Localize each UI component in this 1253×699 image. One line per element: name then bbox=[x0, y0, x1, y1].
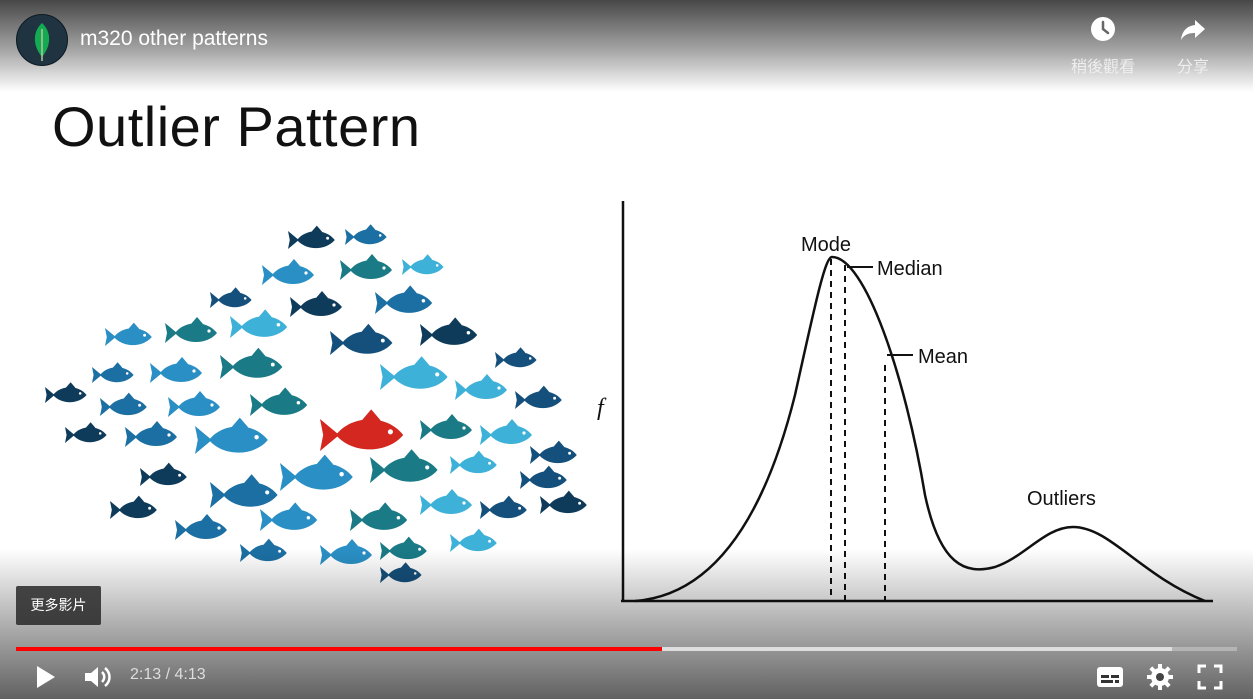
fish-icon bbox=[380, 356, 448, 390]
fish-icon bbox=[420, 414, 472, 440]
time-separator: / bbox=[165, 666, 171, 683]
fish-icon bbox=[288, 225, 335, 249]
more-videos-button[interactable]: 更多影片 bbox=[16, 586, 101, 625]
play-icon bbox=[37, 666, 55, 688]
fish-icon bbox=[520, 465, 567, 489]
share-label: 分享 bbox=[1176, 59, 1209, 76]
fish-icon bbox=[125, 421, 177, 447]
fish-icon bbox=[375, 285, 433, 314]
duration: 4:13 bbox=[174, 666, 206, 683]
fish-icon bbox=[105, 322, 152, 346]
progress-bar[interactable] bbox=[16, 647, 1237, 651]
fullscreen-button[interactable] bbox=[1195, 662, 1225, 697]
fish-icon bbox=[420, 489, 472, 515]
volume-icon bbox=[85, 667, 111, 687]
outlier-fish-icon bbox=[320, 409, 404, 451]
fish-icon bbox=[219, 347, 283, 379]
y-axis-label: f bbox=[597, 395, 607, 421]
fish-icon bbox=[168, 391, 220, 417]
mean-label: Mean bbox=[918, 346, 968, 368]
fish-icon bbox=[175, 514, 227, 540]
time-display: 2:13 / 4:13 bbox=[130, 666, 206, 684]
share-arrow-icon bbox=[1181, 20, 1205, 40]
video-title[interactable]: m320 other patterns bbox=[80, 27, 268, 50]
clock-icon bbox=[1091, 17, 1115, 41]
mode-label: Mode bbox=[801, 234, 851, 256]
fish-icon bbox=[330, 323, 393, 355]
fish-icon bbox=[195, 417, 268, 454]
fish-icon bbox=[455, 374, 507, 400]
fish-icon bbox=[402, 254, 444, 275]
fish-icon bbox=[230, 309, 288, 338]
slide-title: Outlier Pattern bbox=[52, 95, 421, 158]
fish-icon bbox=[140, 462, 187, 486]
fish-icon bbox=[340, 254, 392, 280]
gear-icon bbox=[1147, 664, 1173, 690]
captions-icon bbox=[1097, 667, 1123, 687]
fish-icon bbox=[290, 291, 342, 317]
current-time: 2:13 bbox=[130, 666, 162, 683]
top-overlay bbox=[0, 0, 1253, 92]
watch-later-button[interactable]: 稍後觀看 bbox=[1063, 14, 1143, 77]
fish-icon bbox=[450, 450, 497, 474]
fish-icon bbox=[480, 495, 527, 519]
fish-icon bbox=[280, 454, 353, 491]
outliers-label: Outliers bbox=[1027, 488, 1096, 510]
fish-icon bbox=[210, 474, 278, 508]
fish-icon bbox=[100, 392, 147, 416]
fish-icon bbox=[495, 347, 537, 368]
fish-icon bbox=[250, 387, 308, 416]
fish-icon bbox=[92, 362, 134, 383]
share-button[interactable]: 分享 bbox=[1153, 14, 1233, 77]
fish-icon bbox=[450, 528, 497, 552]
volume-button[interactable] bbox=[82, 662, 114, 697]
fullscreen-icon bbox=[1197, 664, 1223, 690]
fish-icon bbox=[150, 357, 202, 383]
captions-button[interactable] bbox=[1095, 663, 1125, 696]
play-button[interactable] bbox=[30, 662, 60, 697]
channel-avatar[interactable] bbox=[16, 14, 68, 66]
fish-icon bbox=[210, 287, 252, 308]
median-label: Median bbox=[877, 258, 943, 280]
fish-icon bbox=[110, 495, 157, 519]
watch-later-label: 稍後觀看 bbox=[1070, 59, 1135, 76]
fish-icon bbox=[370, 449, 438, 483]
fish-icon bbox=[165, 317, 217, 343]
fish-icon bbox=[350, 502, 408, 531]
fish-icon bbox=[262, 259, 314, 285]
fish-icon bbox=[480, 419, 532, 445]
bottom-overlay bbox=[0, 549, 1253, 699]
fish-icon bbox=[45, 382, 87, 403]
fish-school-illustration bbox=[45, 224, 587, 583]
fish-icon bbox=[540, 490, 587, 514]
fish-icon bbox=[420, 317, 478, 346]
fish-icon bbox=[65, 422, 107, 443]
fish-icon bbox=[260, 502, 318, 531]
played-fill bbox=[16, 647, 662, 651]
fish-icon bbox=[345, 224, 387, 245]
settings-button[interactable] bbox=[1145, 662, 1175, 697]
fish-icon bbox=[530, 440, 577, 464]
fish-icon bbox=[515, 385, 562, 409]
leaf-icon bbox=[34, 23, 50, 61]
distribution-curve bbox=[634, 255, 1206, 603]
